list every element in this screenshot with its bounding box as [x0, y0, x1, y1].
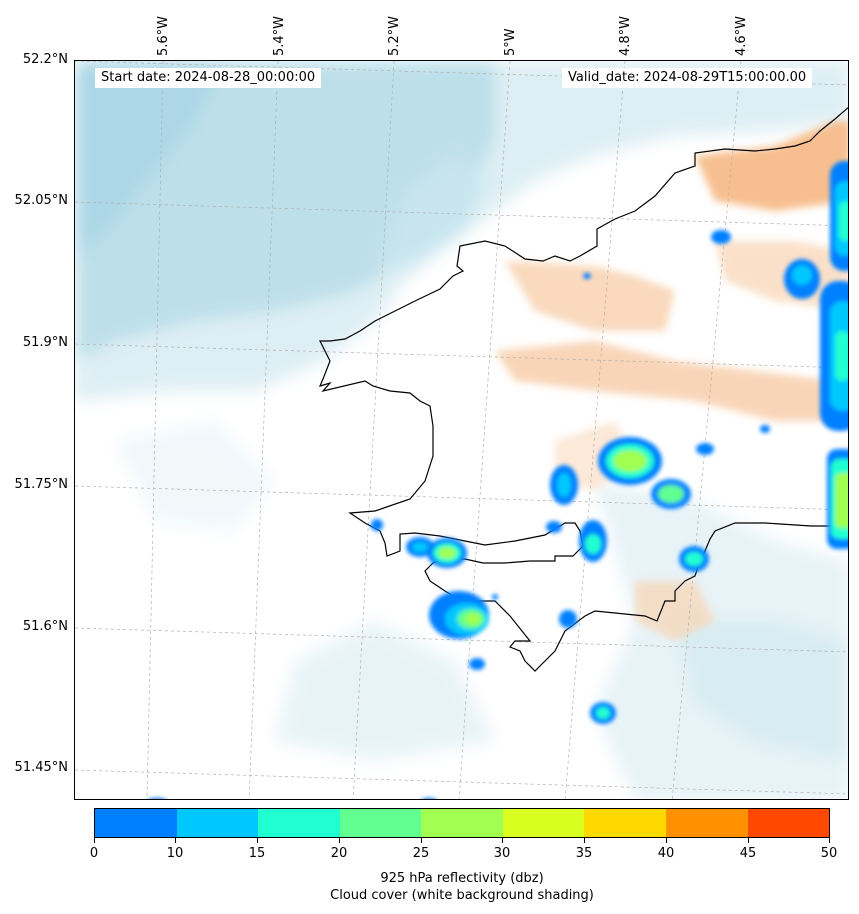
colorbar-tickmark	[175, 838, 176, 843]
colorbar-segment	[584, 809, 666, 837]
colorbar-tick-label: 30	[493, 846, 511, 861]
lat-label-51.45n: 51.45°N	[14, 760, 68, 775]
colorbar-segment	[339, 809, 422, 837]
lon-label-4.6w: 4.6°W	[734, 15, 749, 56]
reflectivity-cells	[149, 161, 848, 799]
colorbar-tickmark	[584, 838, 585, 843]
colorbar-segment	[665, 809, 748, 837]
lon-label-5.4w: 5.4°W	[272, 15, 287, 56]
lon-label-5.2w: 5.2°W	[387, 15, 402, 56]
lat-label-51.6n: 51.6°N	[22, 619, 68, 634]
lat-label-51.9n: 51.9°N	[22, 335, 68, 350]
colorbar-segment	[502, 809, 585, 837]
lon-label-4.8w: 4.8°W	[618, 15, 633, 56]
colorbar-tick-label: 25	[412, 846, 430, 861]
start-date-label: Start date: 2024-08-28_00:00:00	[95, 68, 322, 88]
colorbar	[94, 808, 830, 838]
colorbar-segment	[747, 809, 830, 837]
colorbar-tickmark	[502, 838, 503, 843]
colorbar-tick-label: 20	[330, 846, 348, 861]
colorbar-tick-label: 50	[820, 846, 838, 861]
colorbar-tick-label: 45	[739, 846, 757, 861]
colorbar-tickmark	[829, 838, 830, 843]
lat-label-52.05n: 52.05°N	[14, 193, 68, 208]
colorbar-tickmark	[257, 838, 258, 843]
colorbar-tickmark	[748, 838, 749, 843]
colorbar-tick-label: 10	[166, 846, 184, 861]
valid-date-label: Valid_date: 2024-08-29T15:00:00.00	[562, 68, 813, 88]
graticule	[75, 61, 848, 799]
colorbar-tick-label: 0	[89, 846, 99, 861]
lon-label-5.6w: 5.6°W	[156, 15, 171, 56]
colorbar-tickmark	[421, 838, 422, 843]
lat-label-52.2n: 52.2°N	[22, 52, 68, 67]
colorbar-title: 925 hPa reflectivity (dbz)	[380, 871, 544, 886]
lat-label-51.75n: 51.75°N	[14, 477, 68, 492]
lon-label-5w: 5°W	[503, 28, 518, 56]
colorbar-tickmark	[339, 838, 340, 843]
colorbar-tick-label: 35	[575, 846, 593, 861]
colorbar-segment	[258, 809, 340, 837]
colorbar-segment	[95, 809, 177, 837]
colorbar-tick-label: 15	[248, 846, 266, 861]
colorbar-segment	[176, 809, 259, 837]
colorbar-tick-label: 40	[657, 846, 675, 861]
cloud-cover-shading	[75, 61, 848, 799]
colorbar-tickmark	[666, 838, 667, 843]
colorbar-subtitle: Cloud cover (white background shading)	[330, 888, 594, 903]
coastline	[318, 106, 848, 672]
colorbar-tickmark	[94, 838, 95, 843]
map-panel[interactable]	[74, 60, 849, 800]
land-warm-shading	[495, 121, 848, 641]
colorbar-segment	[421, 809, 503, 837]
map-canvas	[75, 61, 848, 799]
